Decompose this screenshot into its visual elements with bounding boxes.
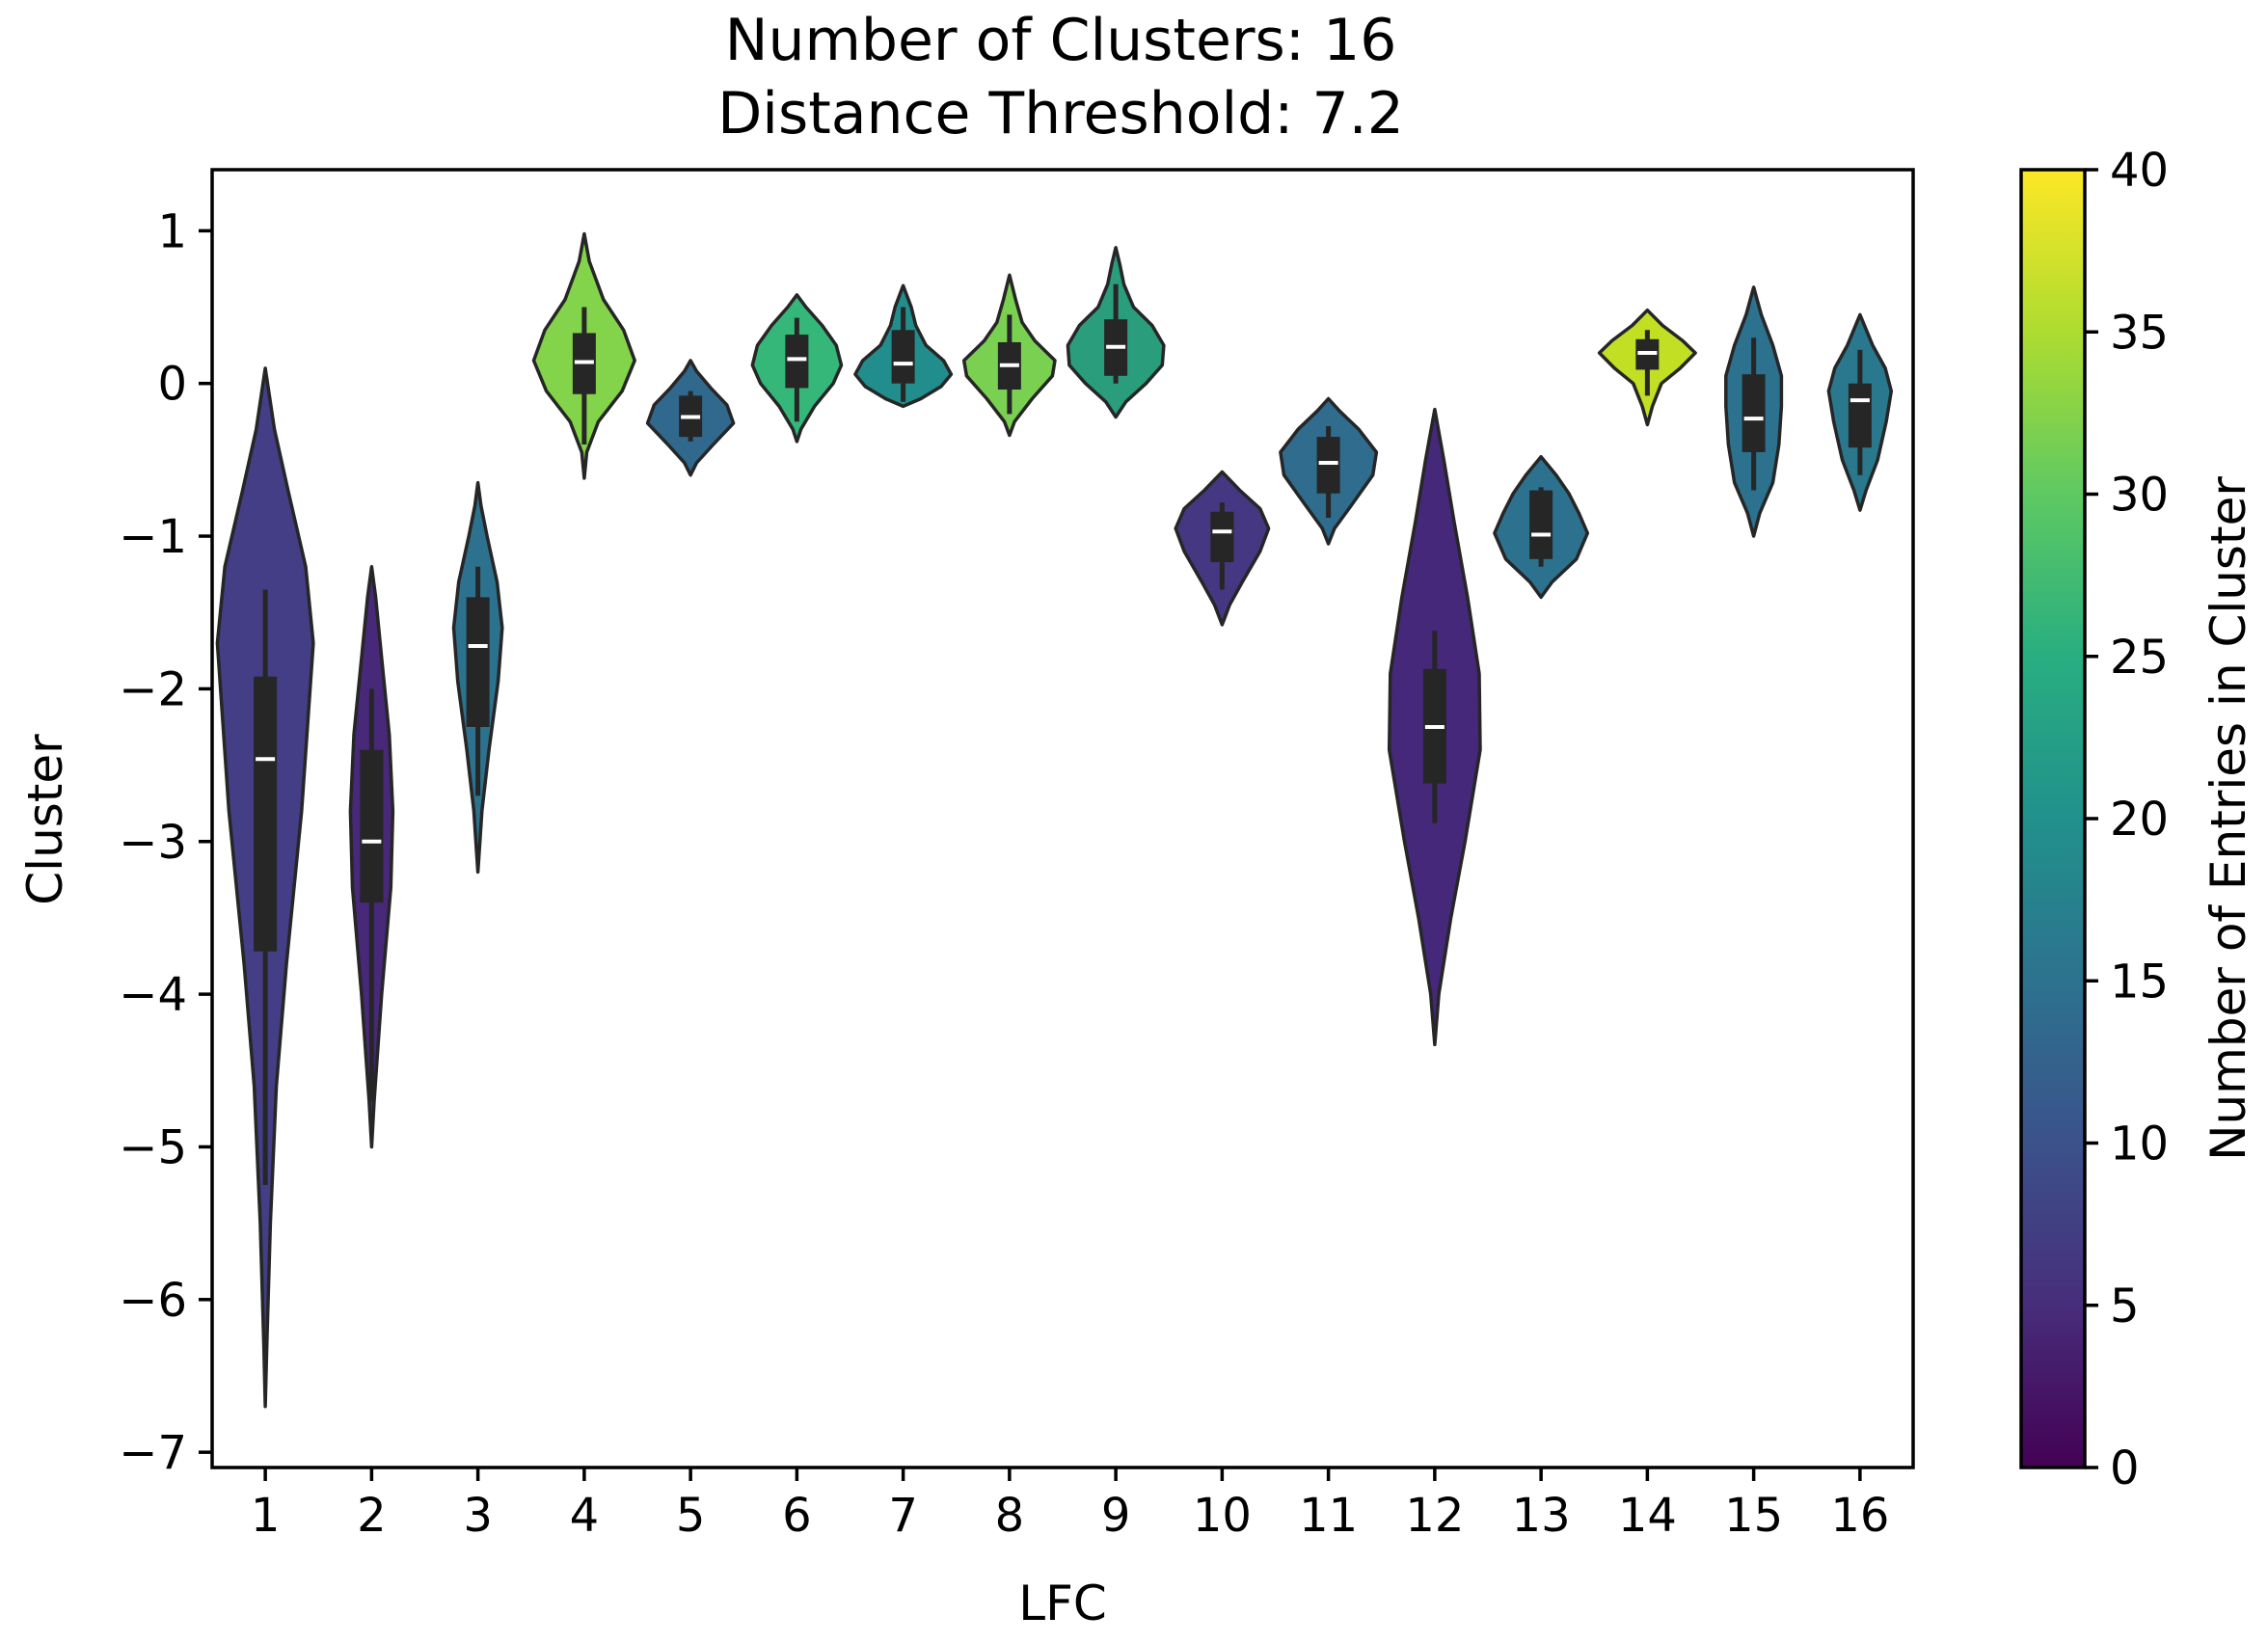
colorbar-ticks: 0 5 10 15 20 25 30 35 40: [2085, 144, 2169, 1495]
violin-cluster-15: [1724, 285, 1784, 538]
violin-cluster-3: [451, 480, 504, 875]
x-tick-label: 15: [1724, 1489, 1783, 1543]
violin-cluster-11: [1279, 396, 1379, 546]
violin-iqr-box: [785, 335, 809, 389]
x-tick-label: 4: [570, 1489, 600, 1543]
violin-cluster-2: [348, 564, 395, 1149]
violin-iqr-box: [1529, 490, 1553, 559]
y-tick-label: 0: [157, 358, 187, 412]
x-tick-label: 6: [782, 1489, 812, 1543]
colorbar-tick-label: 10: [2110, 1118, 2169, 1172]
y-tick-label: −2: [119, 662, 187, 716]
colorbar: 0 5 10 15 20 25 30 35 40 Number of Entries in Cl…: [2019, 144, 2256, 1495]
y-tick-label: −4: [119, 968, 187, 1022]
colorbar-tick-label: 30: [2110, 469, 2169, 523]
x-tick-label: 12: [1405, 1489, 1464, 1543]
violin-iqr-box: [1742, 374, 1766, 452]
plot-frame: [210, 168, 1915, 1469]
violin-cluster-12: [1387, 407, 1482, 1047]
x-tick-label: 9: [1101, 1489, 1131, 1543]
colorbar-tick-label: 40: [2110, 144, 2169, 198]
violin-cluster-10: [1174, 470, 1271, 627]
violin-iqr-box: [1210, 511, 1234, 562]
violin-cluster-1: [215, 366, 315, 1409]
violin-iqr-box: [1848, 383, 1872, 448]
y-tick-label: −6: [119, 1274, 187, 1328]
x-tick-label: 14: [1618, 1489, 1677, 1543]
colorbar-label: Number of Entries in Cluster: [2200, 476, 2256, 1161]
x-tick-label: 16: [1830, 1489, 1889, 1543]
x-tick-label: 3: [463, 1489, 493, 1543]
violin-cluster-5: [645, 359, 736, 477]
x-axis-label: LFC: [1018, 1576, 1107, 1631]
y-axis: 1 0 −1 −2 −3 −4 −5 −6 −7: [119, 204, 212, 1480]
x-tick-label: 7: [888, 1489, 918, 1543]
violin-iqr-box: [254, 676, 278, 952]
y-tick-label: −5: [119, 1120, 187, 1174]
x-tick-label: 2: [357, 1489, 387, 1543]
violin-cluster-16: [1826, 312, 1894, 512]
violin-iqr-box: [891, 330, 915, 384]
colorbar-tick-label: 15: [2110, 955, 2169, 1009]
y-tick-label: 1: [157, 204, 187, 258]
x-tick-label: 13: [1512, 1489, 1571, 1543]
y-tick-label: −1: [119, 510, 187, 564]
violin-iqr-box: [466, 597, 490, 727]
chart-title-line-1: Number of Clusters: 16: [725, 7, 1397, 74]
colorbar-tick-label: 35: [2110, 306, 2169, 360]
colorbar-tick-label: 5: [2110, 1279, 2140, 1333]
violin-iqr-box: [360, 749, 384, 903]
y-tick-label: −3: [119, 816, 187, 870]
violin-cluster-7: [853, 283, 954, 409]
violin-cluster-9: [1066, 246, 1166, 419]
violin-iqr-box: [1316, 437, 1340, 494]
violin-cluster-6: [750, 293, 844, 444]
x-tick-label: 11: [1299, 1489, 1358, 1543]
colorbar-gradient: [2019, 168, 2087, 1469]
y-axis-label: Cluster: [17, 734, 73, 905]
colorbar-tick-label: 0: [2110, 1441, 2140, 1495]
violin-cluster-8: [961, 273, 1057, 438]
violin-cluster-13: [1493, 454, 1590, 600]
plot-area: [215, 231, 1894, 1409]
x-tick-label: 8: [995, 1489, 1025, 1543]
chart-title-line-2: Distance Threshold: 7.2: [717, 80, 1404, 148]
violin-cluster-14: [1597, 308, 1697, 427]
y-tick-label: −7: [119, 1426, 187, 1480]
colorbar-tick-label: 20: [2110, 793, 2169, 847]
colorbar-tick-label: 25: [2110, 631, 2169, 685]
x-tick-label: 10: [1193, 1489, 1252, 1543]
x-tick-label: 1: [251, 1489, 281, 1543]
violin-cluster-4: [531, 231, 636, 480]
x-axis: 1 2 3 4 5 6 7 8 9 10 11 12 13 14 15 16: [251, 1468, 1889, 1543]
x-tick-label: 5: [676, 1489, 706, 1543]
